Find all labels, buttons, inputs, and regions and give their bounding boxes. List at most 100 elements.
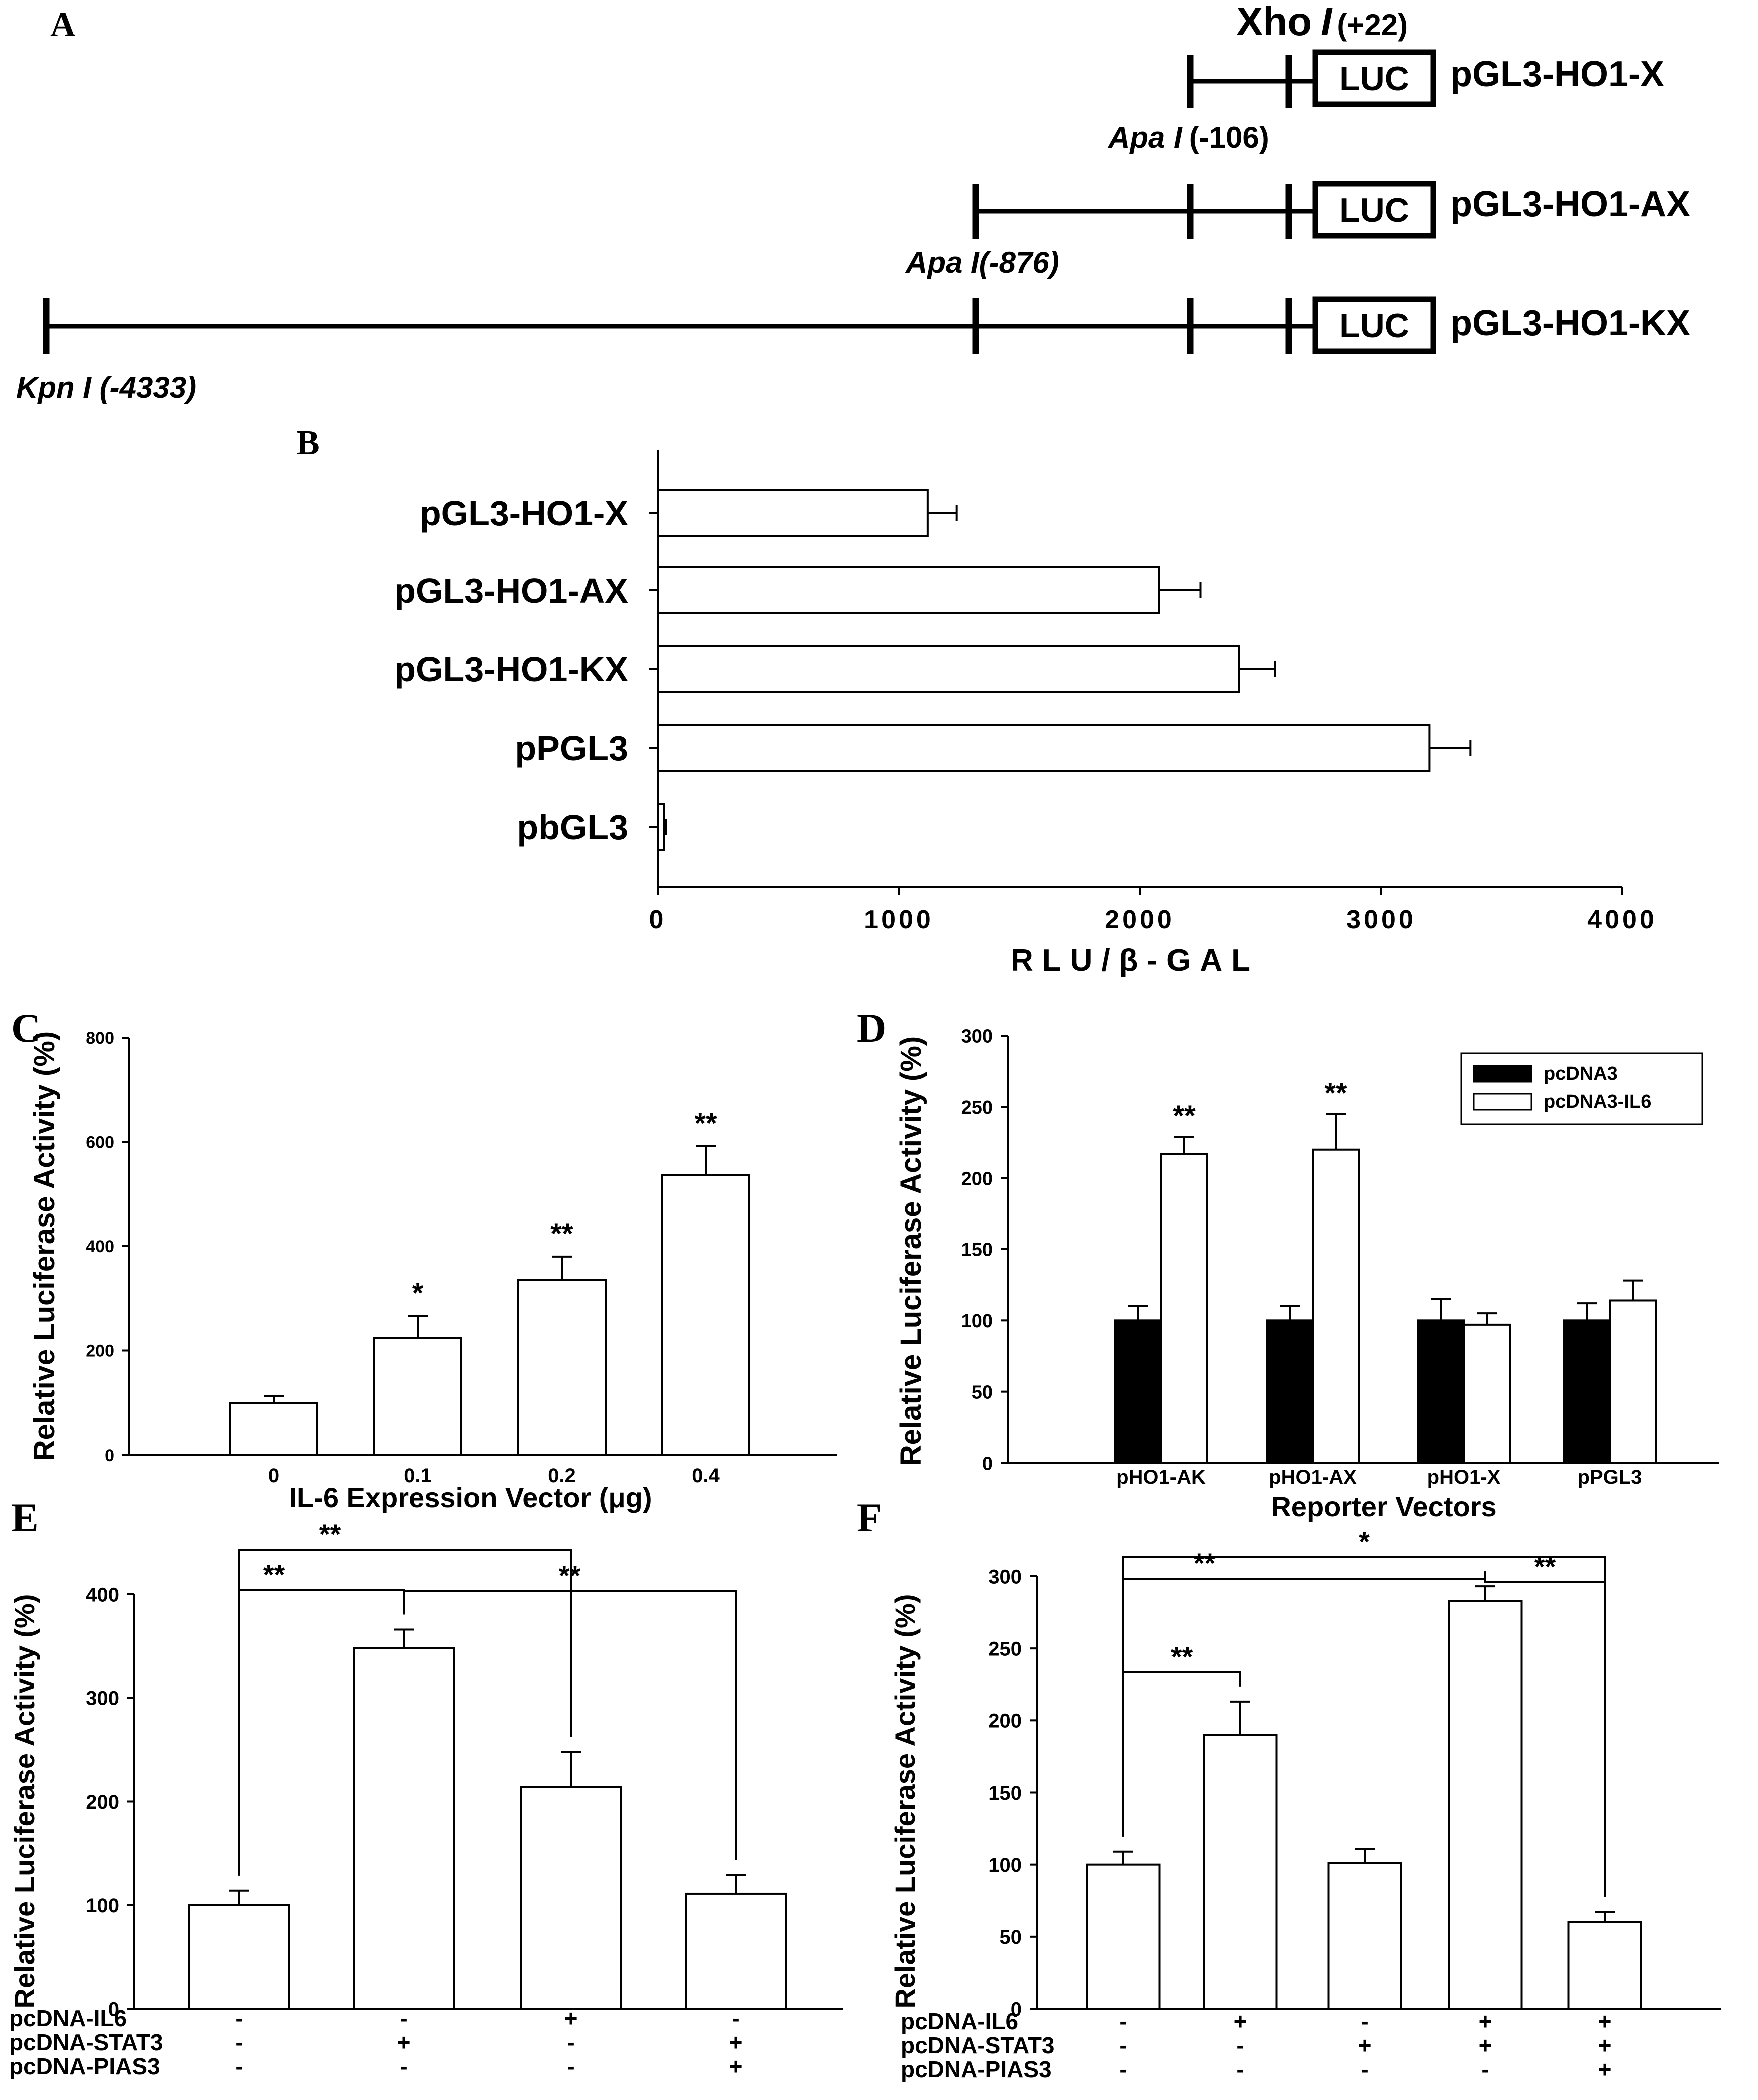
panel-f-condition-sign: - — [1481, 2056, 1489, 2082]
panel-b-x-axis-title: RLU/β-GAL — [1011, 943, 1259, 978]
panel-d-y-tick-label: 250 — [961, 1097, 993, 1118]
panel-f-condition-sign: + — [1598, 2056, 1612, 2082]
panel-e-bar — [685, 1892, 787, 2010]
xho-site-label: Xho I (+22) — [1236, 0, 1408, 44]
panel-f-significance-label: ** — [1171, 1641, 1193, 1672]
panel-d-y-tick-label: 150 — [961, 1240, 993, 1261]
panel-f-condition-label: pcDNA-PIAS3 — [901, 2056, 1052, 2082]
construct-name-x: pGL3-HO1-X — [1450, 54, 1664, 94]
panel-b-bar — [657, 724, 1431, 772]
kpn-site-label: Kpn I (-4333) — [16, 371, 196, 404]
panel-b-category-label: pGL3-HO1-KX — [394, 650, 628, 689]
panel-e-condition-sign: - — [732, 2005, 739, 2031]
panel-f-significance-bracket — [1484, 1571, 1606, 1897]
panel-a-constructs — [43, 49, 1436, 354]
panel-f-condition-sign: - — [1119, 2008, 1127, 2034]
panel-f-condition-sign: - — [1119, 2032, 1127, 2058]
panel-c-significance: ** — [694, 1107, 717, 1140]
panel-d-x-tick-label: pHO1-AK — [1116, 1466, 1206, 1488]
panel-e-condition-sign: - — [400, 2053, 407, 2079]
panel-b-category-label: pPGL3 — [515, 729, 628, 768]
panel-b-x-tick-label: 3000 — [1346, 905, 1416, 934]
apa106-enzyme: Apa I — [1107, 121, 1183, 154]
panel-d-y-tick-label: 0 — [982, 1454, 993, 1475]
panel-f-condition-sign: + — [1234, 2008, 1247, 2034]
panel-e-condition-label: pcDNA-STAT3 — [9, 2029, 163, 2055]
panel-label-d: D — [857, 1005, 886, 1051]
panel-e-y-tick-label: 300 — [86, 1688, 119, 1710]
panel-d-y-axis-title: Relative Luciferase Activity (%) — [895, 1036, 927, 1466]
panel-e-condition-sign: + — [564, 2005, 578, 2031]
panel-f-condition-sign: - — [1361, 2008, 1368, 2034]
construct-x-luc-box — [1312, 49, 1436, 107]
panel-b-bar — [657, 489, 929, 537]
panel-d-bar — [1417, 1319, 1465, 1464]
panel-f-significance-label: ** — [1194, 1547, 1216, 1579]
panel-f-condition-sign: + — [1598, 2032, 1612, 2058]
panel-f-condition-sign: - — [1361, 2056, 1368, 2082]
panel-c-x-tick-label: 0.1 — [404, 1465, 432, 1487]
panel-e-condition-sign: - — [567, 2053, 574, 2079]
panel-e-y-tick-label: 400 — [86, 1584, 119, 1606]
panel-e-condition-sign: + — [729, 2029, 743, 2055]
panel-f-condition-sign: - — [1236, 2032, 1244, 2058]
legend-label-pcdna3: pcDNA3 — [1544, 1063, 1618, 1084]
panel-d-y-tick-label: 200 — [961, 1168, 993, 1189]
panel-d-chart: 0 50 100 150 200 250 300 ** ** pHO1-AK pHO1-AX pH… — [895, 1026, 1719, 1522]
panel-f-condition-sign: + — [1479, 2008, 1492, 2034]
panel-c-y-tick-label: 0 — [105, 1446, 114, 1465]
panel-e-condition-sign: - — [235, 2053, 243, 2079]
panel-d-bar — [1266, 1319, 1314, 1464]
panel-b-x-tick-label: 2000 — [1105, 905, 1175, 934]
panel-b-category-label: pGL3-HO1-AX — [394, 571, 628, 610]
panel-e-bar — [353, 1647, 455, 2010]
panel-d-bar — [1609, 1299, 1657, 1464]
legend-swatch-pcdna3 — [1473, 1065, 1532, 1083]
panel-e-y-tick-label: 100 — [86, 1895, 119, 1917]
panel-b-bar — [657, 645, 1240, 693]
panel-f-significance-label: ** — [1534, 1551, 1556, 1582]
construct-name-ax: pGL3-HO1-AX — [1450, 184, 1690, 224]
panel-c-bar — [229, 1402, 318, 1456]
panel-c-y-tick-label: 600 — [86, 1133, 114, 1152]
panel-f-y-tick-label: 100 — [988, 1854, 1022, 1876]
panel-d-y-tick-label: 100 — [961, 1311, 993, 1332]
panel-b-x-tick-label: 0 — [649, 905, 667, 934]
panel-f-condition-sign: + — [1358, 2032, 1372, 2058]
panel-f-bar — [1567, 1921, 1642, 2010]
panel-b-bar — [657, 803, 665, 851]
panel-f-condition-label: pcDNA-STAT3 — [901, 2032, 1055, 2058]
panel-e-y-tick-label: 200 — [86, 1791, 119, 1813]
panel-e-condition-sign: - — [400, 2005, 407, 2031]
luc-label-ax: LUC — [1339, 191, 1409, 229]
panel-d-x-tick-label: pHO1-X — [1427, 1466, 1501, 1488]
apa106-site-label: Apa I (-106) — [1107, 121, 1269, 154]
panel-f-significance-bracket — [1122, 1556, 1606, 1897]
panel-d-x-tick-label: pHO1-AX — [1269, 1466, 1357, 1488]
panel-e-condition-sign: + — [729, 2053, 743, 2079]
panel-d-bar — [1563, 1319, 1611, 1464]
panel-c-bar — [517, 1279, 607, 1456]
panel-c-y-tick-label: 200 — [86, 1342, 114, 1361]
panel-e-bar — [188, 1904, 290, 2010]
panel-b-category-label: pbGL3 — [517, 808, 628, 847]
panel-e-significance-label: ** — [263, 1559, 285, 1590]
panel-d-bar — [1160, 1153, 1208, 1465]
xho-enzyme-name: Xho — [1236, 0, 1312, 44]
panel-d-y-tick-label: 300 — [961, 1026, 993, 1047]
panel-label-a: A — [50, 6, 76, 44]
panel-f-condition-sign: + — [1479, 2032, 1492, 2058]
panel-f-condition-label: pcDNA-IL6 — [901, 2008, 1018, 2034]
panel-c-significance: * — [412, 1277, 424, 1310]
panel-c-x-tick-label: 0.4 — [692, 1465, 720, 1487]
panel-d-bar — [1114, 1319, 1162, 1464]
apa876-site-label: Apa I(-876) — [905, 246, 1059, 279]
luc-label-x: LUC — [1339, 60, 1409, 98]
panel-f-y-tick-label: 150 — [988, 1782, 1022, 1804]
panel-d-x-axis-title: Reporter Vectors — [1271, 1491, 1496, 1522]
panel-f-bar — [1203, 1734, 1278, 2010]
panel-e-condition-sign: - — [235, 2005, 243, 2031]
construct-kx-luc-box — [1312, 296, 1436, 354]
